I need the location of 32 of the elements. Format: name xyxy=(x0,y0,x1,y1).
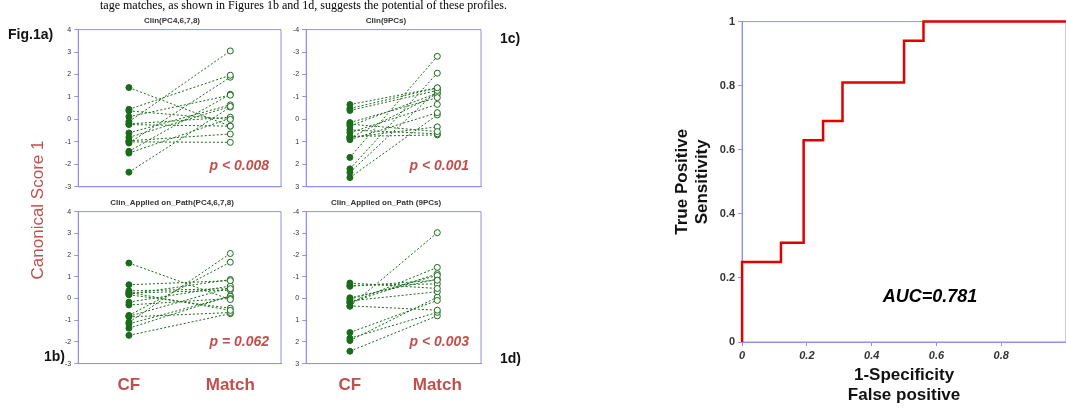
x-tick-label: 0.6 xyxy=(928,348,945,361)
chart-title: Clin(9PCs) xyxy=(365,16,407,25)
x-tick-label: Match xyxy=(205,375,255,395)
text: 1c) xyxy=(500,30,521,46)
chart-title: Clin_Applied on_Path (9PCs) xyxy=(330,198,442,207)
annotation: p < 0.008 xyxy=(208,156,270,173)
text: tage matches, as shown in Figures 1b and 1d, suggests the potential of these profiles. xyxy=(100,0,507,13)
y-tick-label: 0 xyxy=(728,335,736,348)
annotation: p = 0.062 xyxy=(208,333,270,350)
caption: Fig.1a) xyxy=(8,26,54,42)
text: 1b) xyxy=(44,348,65,364)
chart-title: Clin_Applied on_Path(PC4,6,7,8) xyxy=(110,198,235,207)
x-tick-label: CF xyxy=(338,375,362,395)
annotation: p < 0.003 xyxy=(408,333,470,350)
text: 1d) xyxy=(500,350,521,366)
x-tick-label: Match xyxy=(412,375,462,395)
x-axis-title: 1-Specificity False positive xyxy=(847,365,961,405)
x-tick-label: 0.2 xyxy=(799,348,815,361)
y-tick-label: 0.4 xyxy=(719,206,736,219)
annotation: AUC=0.781 xyxy=(881,286,978,307)
y-tick-label: 0.6 xyxy=(719,142,736,155)
y-tick-label: 0.2 xyxy=(719,270,736,283)
chart-title: Clin(PC4,6,7,8) xyxy=(143,16,201,25)
x-tick-label: CF xyxy=(117,375,141,395)
x-tick-label: 0.8 xyxy=(993,348,1010,361)
x-tick-label: 0.4 xyxy=(864,348,880,361)
y-axis-title: Canonical Score 1 xyxy=(28,140,48,280)
y-axis-title: True Positive Sensitivity xyxy=(671,128,712,235)
y-tick-label: 0.8 xyxy=(719,78,736,91)
x-tick-label: 0 xyxy=(739,348,747,361)
y-tick-label: 1 xyxy=(728,14,736,27)
annotation: p < 0.001 xyxy=(408,156,470,173)
